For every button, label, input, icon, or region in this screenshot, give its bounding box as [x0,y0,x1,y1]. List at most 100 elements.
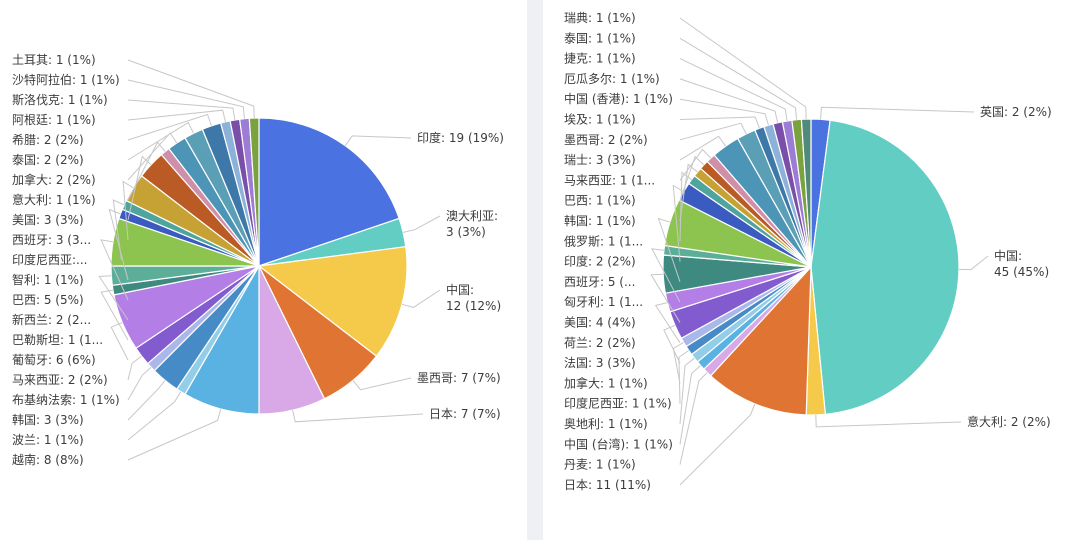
slice-label-left-2: 中国: 12 (12%) [401,282,501,313]
svg-text:加拿大: 2 (2%): 加拿大: 2 (2%) [12,172,96,187]
slice-label-left-18: 意大利: 1 (1%) [12,141,166,207]
svg-text:意大利: 1 (1%): 意大利: 1 (1%) [12,192,96,207]
svg-text:西班牙: 3 (3...: 西班牙: 3 (3... [12,233,91,247]
svg-text:匈牙利: 1 (1...: 匈牙利: 1 (1... [564,295,643,309]
svg-text:越南: 8 (8%): 越南: 8 (8%) [12,452,84,467]
slice-label-right-2: 意大利: 2 (2%) [815,414,1051,429]
slice-label-left-4: 日本: 7 (7%) [292,407,501,423]
svg-text:捷克: 1 (1%): 捷克: 1 (1%) [564,52,636,66]
svg-text:美国: 4 (4%): 美国: 4 (4%) [564,316,636,330]
svg-text:马来西亚: 2 (2%): 马来西亚: 2 (2%) [12,373,108,387]
slice-label-right-7: 印度尼西亚: 1 (1%) [564,350,690,411]
svg-text:印度尼西亚: 1 (1%): 印度尼西亚: 1 (1%) [564,396,672,411]
slice-label-right-19: 瑞士: 3 (3%) [564,135,727,167]
pie-slice-right-3[interactable] [709,265,812,416]
svg-text:45 (45%): 45 (45%) [994,265,1049,279]
slice-label-right-12: 匈牙利: 1 (1... [564,248,681,309]
slice-label-right-0: 英国: 2 (2%) [820,105,1052,120]
slice-label-right-18: 马来西亚: 1 (1... [564,148,712,187]
svg-text:墨西哥: 7 (7%): 墨西哥: 7 (7%) [417,371,501,385]
svg-text:印度尼西亚:...: 印度尼西亚:... [12,252,88,267]
svg-text:中国:: 中国: [994,248,1022,263]
svg-text:中国 (香港): 1 (1%): 中国 (香港): 1 (1%) [564,91,673,106]
svg-text:阿根廷: 1 (1%): 阿根廷: 1 (1%) [12,113,96,127]
slice-label-right-9: 法国: 3 (3%) [564,324,681,370]
slice-label-left-23: 斯洛伐克: 1 (1%) [12,92,236,121]
svg-text:中国:: 中国: [446,282,474,297]
svg-text:印度: 2 (2%): 印度: 2 (2%) [564,254,636,269]
pie-slice-left-2[interactable] [257,246,408,357]
pie-slice-left-0[interactable] [258,117,400,267]
slice-label-right-25: 泰国: 1 (1%) [564,31,798,120]
svg-text:巴勒斯坦: 1 (1...: 巴勒斯坦: 1 (1... [12,333,103,347]
slice-label-right-14: 印度: 2 (2%) [564,184,684,269]
svg-text:瑞典: 1 (1%): 瑞典: 1 (1%) [564,11,636,25]
slice-label-left-8: 布基纳法索: 1 (1%) [12,366,152,407]
svg-text:布基纳法索: 1 (1%): 布基纳法索: 1 (1%) [12,393,120,407]
svg-text:丹麦: 1 (1%): 丹麦: 1 (1%) [564,458,636,472]
right-pie-chart: 英国: 2 (2%) 中国: 45 (45%) 意大利: 2 (2%) 日本: 11 (… [564,11,1052,492]
slice-label-left-3: 墨西哥: 7 (7%) [352,371,501,391]
slice-label-right-3: 日本: 11 (11%) [564,403,756,492]
left-chart-panel: 印度: 19 (19%) 澳大利亚: 3 (3%) 中国: 12 (12%) 墨西哥: 7… [0,0,527,540]
pie-slice-right-1[interactable] [810,119,960,415]
svg-text:波兰: 1 (1%): 波兰: 1 (1%) [12,433,84,447]
slice-label-left-9: 马来西亚: 2 (2%) [12,355,142,387]
svg-text:泰国: 1 (1%): 泰国: 1 (1%) [564,31,636,45]
svg-text:印度: 19 (19%): 印度: 19 (19%) [417,130,504,145]
slice-label-right-13: 西班牙: 5 (... [564,217,681,289]
svg-text:加拿大: 1 (1%): 加拿大: 1 (1%) [564,375,648,390]
slice-label-right-26: 瑞典: 1 (1%) [564,11,807,120]
right-chart-panel: 英国: 2 (2%) 中国: 45 (45%) 意大利: 2 (2%) 日本: 11 (… [543,0,1080,540]
slice-label-left-14: 智利: 1 (1%) [12,208,129,287]
slice-label-right-6: 奥地利: 1 (1%) [564,357,695,431]
slice-label-left-17: 美国: 3 (3%) [12,155,152,227]
svg-text:日本: 7 (7%): 日本: 7 (7%) [429,407,501,421]
slice-label-right-21: 埃及: 1 (1%) [564,113,760,129]
slice-label-left-21: 希腊: 2 (2%) [12,113,212,147]
slice-label-right-23: 厄瓜多尔: 1 (1%) [564,71,779,123]
svg-text:澳大利亚:: 澳大利亚: [446,209,498,223]
svg-text:土耳其: 1 (1%): 土耳其: 1 (1%) [12,53,96,67]
slice-label-right-17: 巴西: 1 (1%) [564,155,705,208]
slice-label-right-1: 中国: 45 (45%) [958,248,1049,279]
svg-text:埃及: 1 (1%): 埃及: 1 (1%) [564,113,636,127]
slice-label-left-15: 印度尼西亚:... [12,199,125,267]
slice-label-right-24: 捷克: 1 (1%) [564,52,788,121]
slice-label-left-20: 泰国: 2 (2%) [12,121,194,167]
svg-text:韩国: 1 (1%): 韩国: 1 (1%) [564,213,636,228]
slice-label-right-16: 韩国: 1 (1%) [564,163,698,228]
left-pie-chart: 印度: 19 (19%) 澳大利亚: 3 (3%) 中国: 12 (12%) 墨西哥: 7… [12,53,504,467]
slice-label-left-24: 沙特阿拉伯: 1 (1%) [12,72,245,119]
svg-text:斯洛伐克: 1 (1%): 斯洛伐克: 1 (1%) [12,92,108,107]
slice-label-left-19: 加拿大: 2 (2%) [12,132,178,187]
slice-label-right-5: 中国 (台湾): 1 (1%) [564,365,701,451]
svg-text:日本: 11 (11%): 日本: 11 (11%) [564,478,651,492]
slice-label-left-5: 越南: 8 (8%) [12,408,222,467]
svg-text:美国: 3 (3%): 美国: 3 (3%) [12,213,84,227]
slice-label-left-6: 波兰: 1 (1%) [12,391,182,447]
svg-text:沙特阿拉伯: 1 (1%): 沙特阿拉伯: 1 (1%) [12,72,120,87]
svg-text:马来西亚: 1 (1...: 马来西亚: 1 (1... [564,173,655,187]
slice-label-right-10: 荷兰: 2 (2%) [564,302,681,350]
svg-text:奥地利: 1 (1%): 奥地利: 1 (1%) [564,417,648,431]
svg-text:泰国: 2 (2%): 泰国: 2 (2%) [12,153,84,167]
slice-label-left-1: 澳大利亚: 3 (3%) [402,209,498,239]
slice-label-right-4: 丹麦: 1 (1%) [564,372,708,472]
svg-text:12 (12%): 12 (12%) [446,299,501,313]
svg-text:俄罗斯: 1 (1...: 俄罗斯: 1 (1... [564,234,643,248]
slice-label-left-13: 巴西: 5 (5%) [12,239,129,307]
svg-text:意大利: 2 (2%): 意大利: 2 (2%) [967,414,1051,429]
svg-text:希腊: 2 (2%): 希腊: 2 (2%) [12,132,84,147]
svg-text:法国: 3 (3%): 法国: 3 (3%) [564,356,636,370]
svg-text:英国: 2 (2%): 英国: 2 (2%) [980,105,1052,119]
slice-label-right-22: 中国 (香港): 1 (1%) [564,91,769,126]
svg-text:韩国: 3 (3%): 韩国: 3 (3%) [12,412,84,427]
slice-label-right-11: 美国: 4 (4%) [564,273,681,330]
slice-label-left-0: 印度: 19 (19%) [344,130,504,146]
slice-label-left-7: 韩国: 3 (3%) [12,380,166,427]
slice-label-left-22: 阿根廷: 1 (1%) [12,109,226,127]
svg-text:葡萄牙: 6 (6%): 葡萄牙: 6 (6%) [12,353,96,367]
svg-text:中国 (台湾): 1 (1%): 中国 (台湾): 1 (1%) [564,436,673,451]
